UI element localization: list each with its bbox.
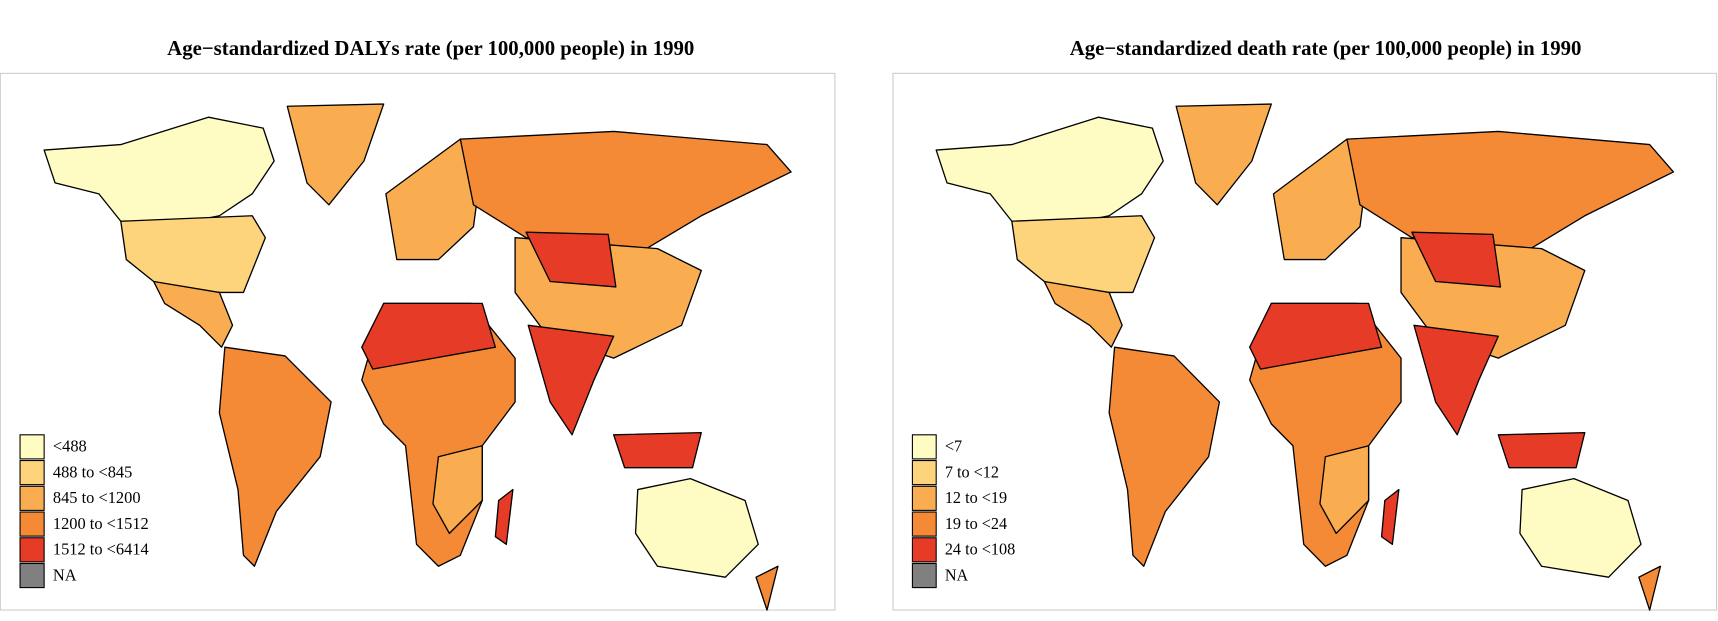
country-region: [1519, 477, 1642, 578]
legend-swatch: [19, 562, 45, 589]
country-region: [527, 324, 615, 436]
country-region: [120, 215, 267, 294]
map: <7 7 to <12 12 to <19 19 to <24 24 to <108 NA: [911, 103, 1675, 611]
legend-label: 1200 to <1512: [53, 514, 149, 533]
legend-label: NA: [945, 565, 969, 584]
legend-swatch: [19, 537, 45, 563]
legend-swatch: [911, 537, 937, 563]
country-region: [1319, 445, 1370, 535]
country-region: [218, 346, 332, 567]
country-region: [525, 231, 617, 288]
legend-label: <488: [53, 437, 87, 456]
legend-swatch: [911, 485, 937, 511]
country-region: [1249, 302, 1383, 370]
legend-label: 1512 to <6414: [53, 540, 149, 559]
map-title: Age−standardized DALYs rate (per 100,000…: [167, 37, 694, 60]
country-region: [613, 431, 702, 469]
legend-swatch: [19, 460, 45, 486]
legend-label: <7: [945, 437, 962, 456]
legend-label: 12 to <19: [945, 488, 1007, 507]
country-region: [153, 280, 234, 348]
country-region: [432, 445, 483, 535]
country-region: [755, 565, 779, 611]
legend-label: 845 to <1200: [53, 488, 141, 507]
country-region: [1011, 215, 1156, 294]
country-region: [1380, 488, 1400, 545]
country-region: [1497, 431, 1586, 469]
country-region: [1108, 346, 1221, 567]
legend-swatch: [911, 434, 937, 460]
country-region: [43, 116, 275, 228]
country-region: [286, 103, 385, 206]
legend-label: NA: [53, 565, 77, 584]
country-region: [1411, 231, 1502, 288]
legend-swatch: [19, 434, 45, 460]
legend-swatch: [911, 511, 937, 537]
legend-swatch: [911, 460, 937, 486]
country-region: [634, 477, 759, 578]
country-region: [361, 302, 497, 370]
legend-label: 7 to <12: [945, 462, 999, 481]
legend-label: 19 to <24: [945, 514, 1007, 533]
country-region: [1413, 324, 1499, 436]
legend-label: 24 to <108: [945, 540, 1015, 559]
country-region: [459, 130, 792, 250]
country-region: [1043, 280, 1123, 348]
legend-swatch: [19, 485, 45, 511]
country-region: [1346, 130, 1675, 250]
map-title: Age−standardized death rate (per 100,000…: [1070, 37, 1582, 60]
legend-swatch: [19, 511, 45, 537]
map: <488 488 to <845 845 to <1200 1200 to <1512…: [19, 103, 792, 611]
country-region: [494, 488, 514, 545]
country-region: [1638, 565, 1662, 611]
legend-swatch: [911, 562, 937, 589]
country-region: [1175, 103, 1272, 206]
country-region: [935, 116, 1164, 228]
legend-label: 488 to <845: [53, 462, 132, 481]
